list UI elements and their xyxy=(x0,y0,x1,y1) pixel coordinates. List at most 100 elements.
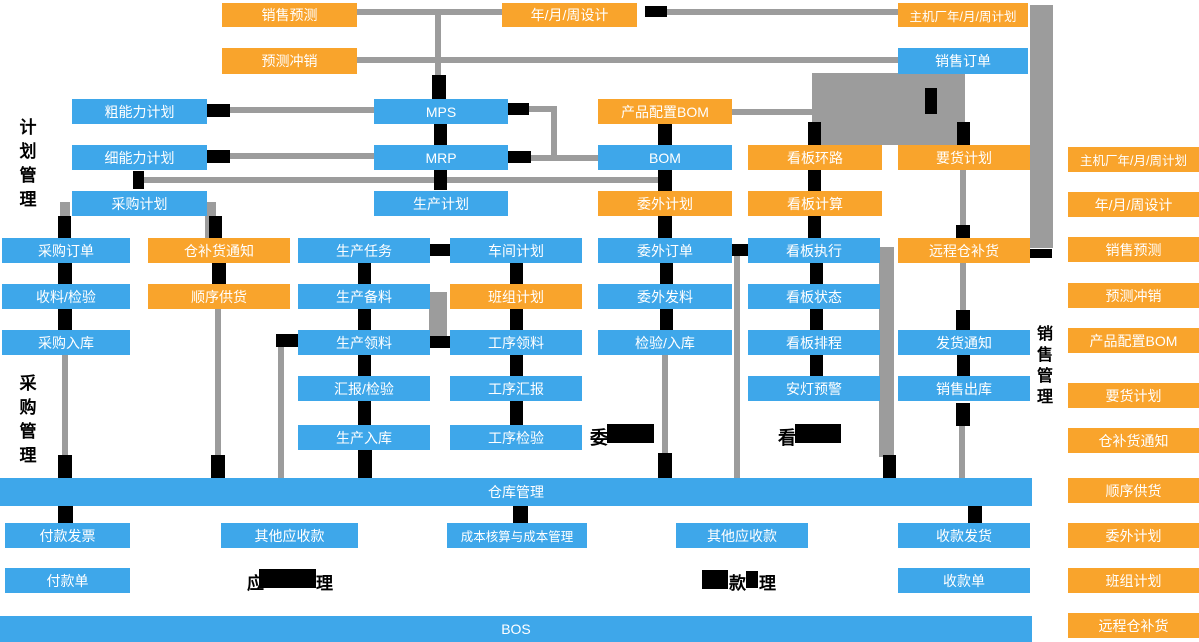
node-right-sales-forecast: 销售预测 xyxy=(1068,237,1199,262)
connector-line xyxy=(228,153,374,159)
node-right-product-config-bom: 产品配置BOM xyxy=(1068,328,1199,353)
node-sales-outbound: 销售出库 xyxy=(898,376,1030,401)
connector-node xyxy=(660,263,673,284)
connector-node xyxy=(58,263,72,284)
connector-node xyxy=(925,88,937,114)
connector-node xyxy=(510,309,523,330)
connector-node xyxy=(58,216,71,238)
node-payment-invoice: 付款发票 xyxy=(5,523,130,548)
connector-node xyxy=(957,122,970,145)
connector-node xyxy=(58,455,72,478)
connector-node xyxy=(434,168,447,190)
connector-area xyxy=(429,292,447,345)
node-bom: BOM xyxy=(598,145,732,170)
node-kanban-calc: 看板计算 xyxy=(748,191,882,216)
connector-node xyxy=(658,453,672,478)
section-label-payable-suffix: 理 xyxy=(316,574,333,593)
redaction-bar xyxy=(702,570,728,589)
connector-node xyxy=(510,401,523,425)
node-mrp: MRP xyxy=(374,145,508,170)
connector-node xyxy=(956,310,970,330)
redaction-bar xyxy=(259,569,316,588)
node-delivery-plan: 要货计划 xyxy=(898,145,1030,170)
section-label-kanban-prefix: 看 xyxy=(778,428,796,448)
connector-node xyxy=(358,309,371,330)
connector-line xyxy=(662,355,668,455)
connector-node xyxy=(513,506,528,524)
node-mps: MPS xyxy=(374,99,508,124)
node-oem-ymw-plan: 主机厂年/月/周计划 xyxy=(898,3,1028,27)
connector-node xyxy=(658,168,672,191)
connector-line xyxy=(530,155,598,161)
connector-line xyxy=(435,13,441,99)
node-rccp: 粗能力计划 xyxy=(72,99,207,124)
node-forecast-writeoff: 预测冲销 xyxy=(222,48,357,74)
section-label-receivable-mid: 款 xyxy=(729,574,746,593)
connector-line xyxy=(960,170,966,230)
connector-node xyxy=(658,216,672,238)
node-production-issue: 生产领料 xyxy=(298,330,430,355)
connector-node xyxy=(58,309,72,330)
node-other-receivable-2: 其他应收款 xyxy=(676,523,808,548)
connector-node xyxy=(434,124,447,145)
node-sequence-supply: 顺序供货 xyxy=(148,284,290,309)
connector-node xyxy=(211,455,225,478)
connector-line xyxy=(959,426,965,478)
node-product-config-bom: 产品配置BOM xyxy=(598,99,732,124)
node-process-issue: 工序领料 xyxy=(450,330,582,355)
node-delivery-notice: 发货通知 xyxy=(898,330,1030,355)
node-warehouse-replenish-notice: 仓补货通知 xyxy=(148,238,290,263)
connector-node xyxy=(808,216,821,238)
node-cost-management: 成本核算与成本管理 xyxy=(447,523,587,548)
connector-line xyxy=(357,9,502,15)
section-label-plan-management: 计划管理 xyxy=(19,118,37,209)
connector-node xyxy=(510,355,523,376)
node-remote-replenish: 远程仓补货 xyxy=(898,238,1030,263)
connector-node xyxy=(503,103,529,115)
node-inspect-inbound: 检验/入库 xyxy=(598,330,732,355)
node-receipt-slip: 收款单 xyxy=(898,568,1030,593)
node-sales-order: 销售订单 xyxy=(898,48,1028,74)
connector-node xyxy=(731,244,751,256)
connector-node xyxy=(810,309,823,330)
node-kanban-exec: 看板执行 xyxy=(748,238,880,263)
bar-bos: BOS xyxy=(0,616,1032,642)
connector-line xyxy=(960,263,966,315)
node-receive-inspect: 收料/检验 xyxy=(2,284,130,309)
connector-node xyxy=(276,334,302,347)
connector-line xyxy=(732,109,812,115)
connector-node xyxy=(209,216,222,238)
node-production-inbound: 生产入库 xyxy=(298,425,430,450)
node-right-team-plan: 班组计划 xyxy=(1068,568,1199,593)
node-production-prepare: 生产备料 xyxy=(298,284,430,309)
connector-node xyxy=(428,336,452,348)
node-right-sequence-supply: 顺序供货 xyxy=(1068,478,1199,503)
connector-line xyxy=(734,256,740,478)
node-outsource-plan: 委外计划 xyxy=(598,191,732,216)
node-right-delivery-plan: 要货计划 xyxy=(1068,383,1199,408)
connector-line xyxy=(228,107,374,113)
connector-node xyxy=(58,506,73,524)
node-report-inspect: 汇报/检验 xyxy=(298,376,430,401)
node-right-forecast-writeoff: 预测冲销 xyxy=(1068,283,1199,308)
node-workshop-plan: 车间计划 xyxy=(450,238,582,263)
connector-line xyxy=(667,9,898,15)
connector-node xyxy=(957,355,970,376)
node-purchase-inbound: 采购入库 xyxy=(2,330,130,355)
node-right-remote-replenish: 远程仓补货 xyxy=(1068,613,1199,638)
connector-area xyxy=(812,73,965,145)
connector-node xyxy=(810,355,823,376)
connector-node xyxy=(358,355,371,376)
connector-node xyxy=(645,6,667,17)
connector-node xyxy=(133,171,144,189)
connector-node xyxy=(503,151,531,163)
bar-warehouse-management: 仓库管理 xyxy=(0,478,1032,506)
connector-node xyxy=(658,124,672,145)
node-production-task: 生产任务 xyxy=(298,238,430,263)
node-kanban-status: 看板状态 xyxy=(748,284,880,309)
connector-line xyxy=(527,106,557,112)
node-process-report: 工序汇报 xyxy=(450,376,582,401)
connector-node xyxy=(432,75,446,101)
node-kanban-schedule: 看板排程 xyxy=(748,330,880,355)
node-andon-warning: 安灯预警 xyxy=(748,376,880,401)
